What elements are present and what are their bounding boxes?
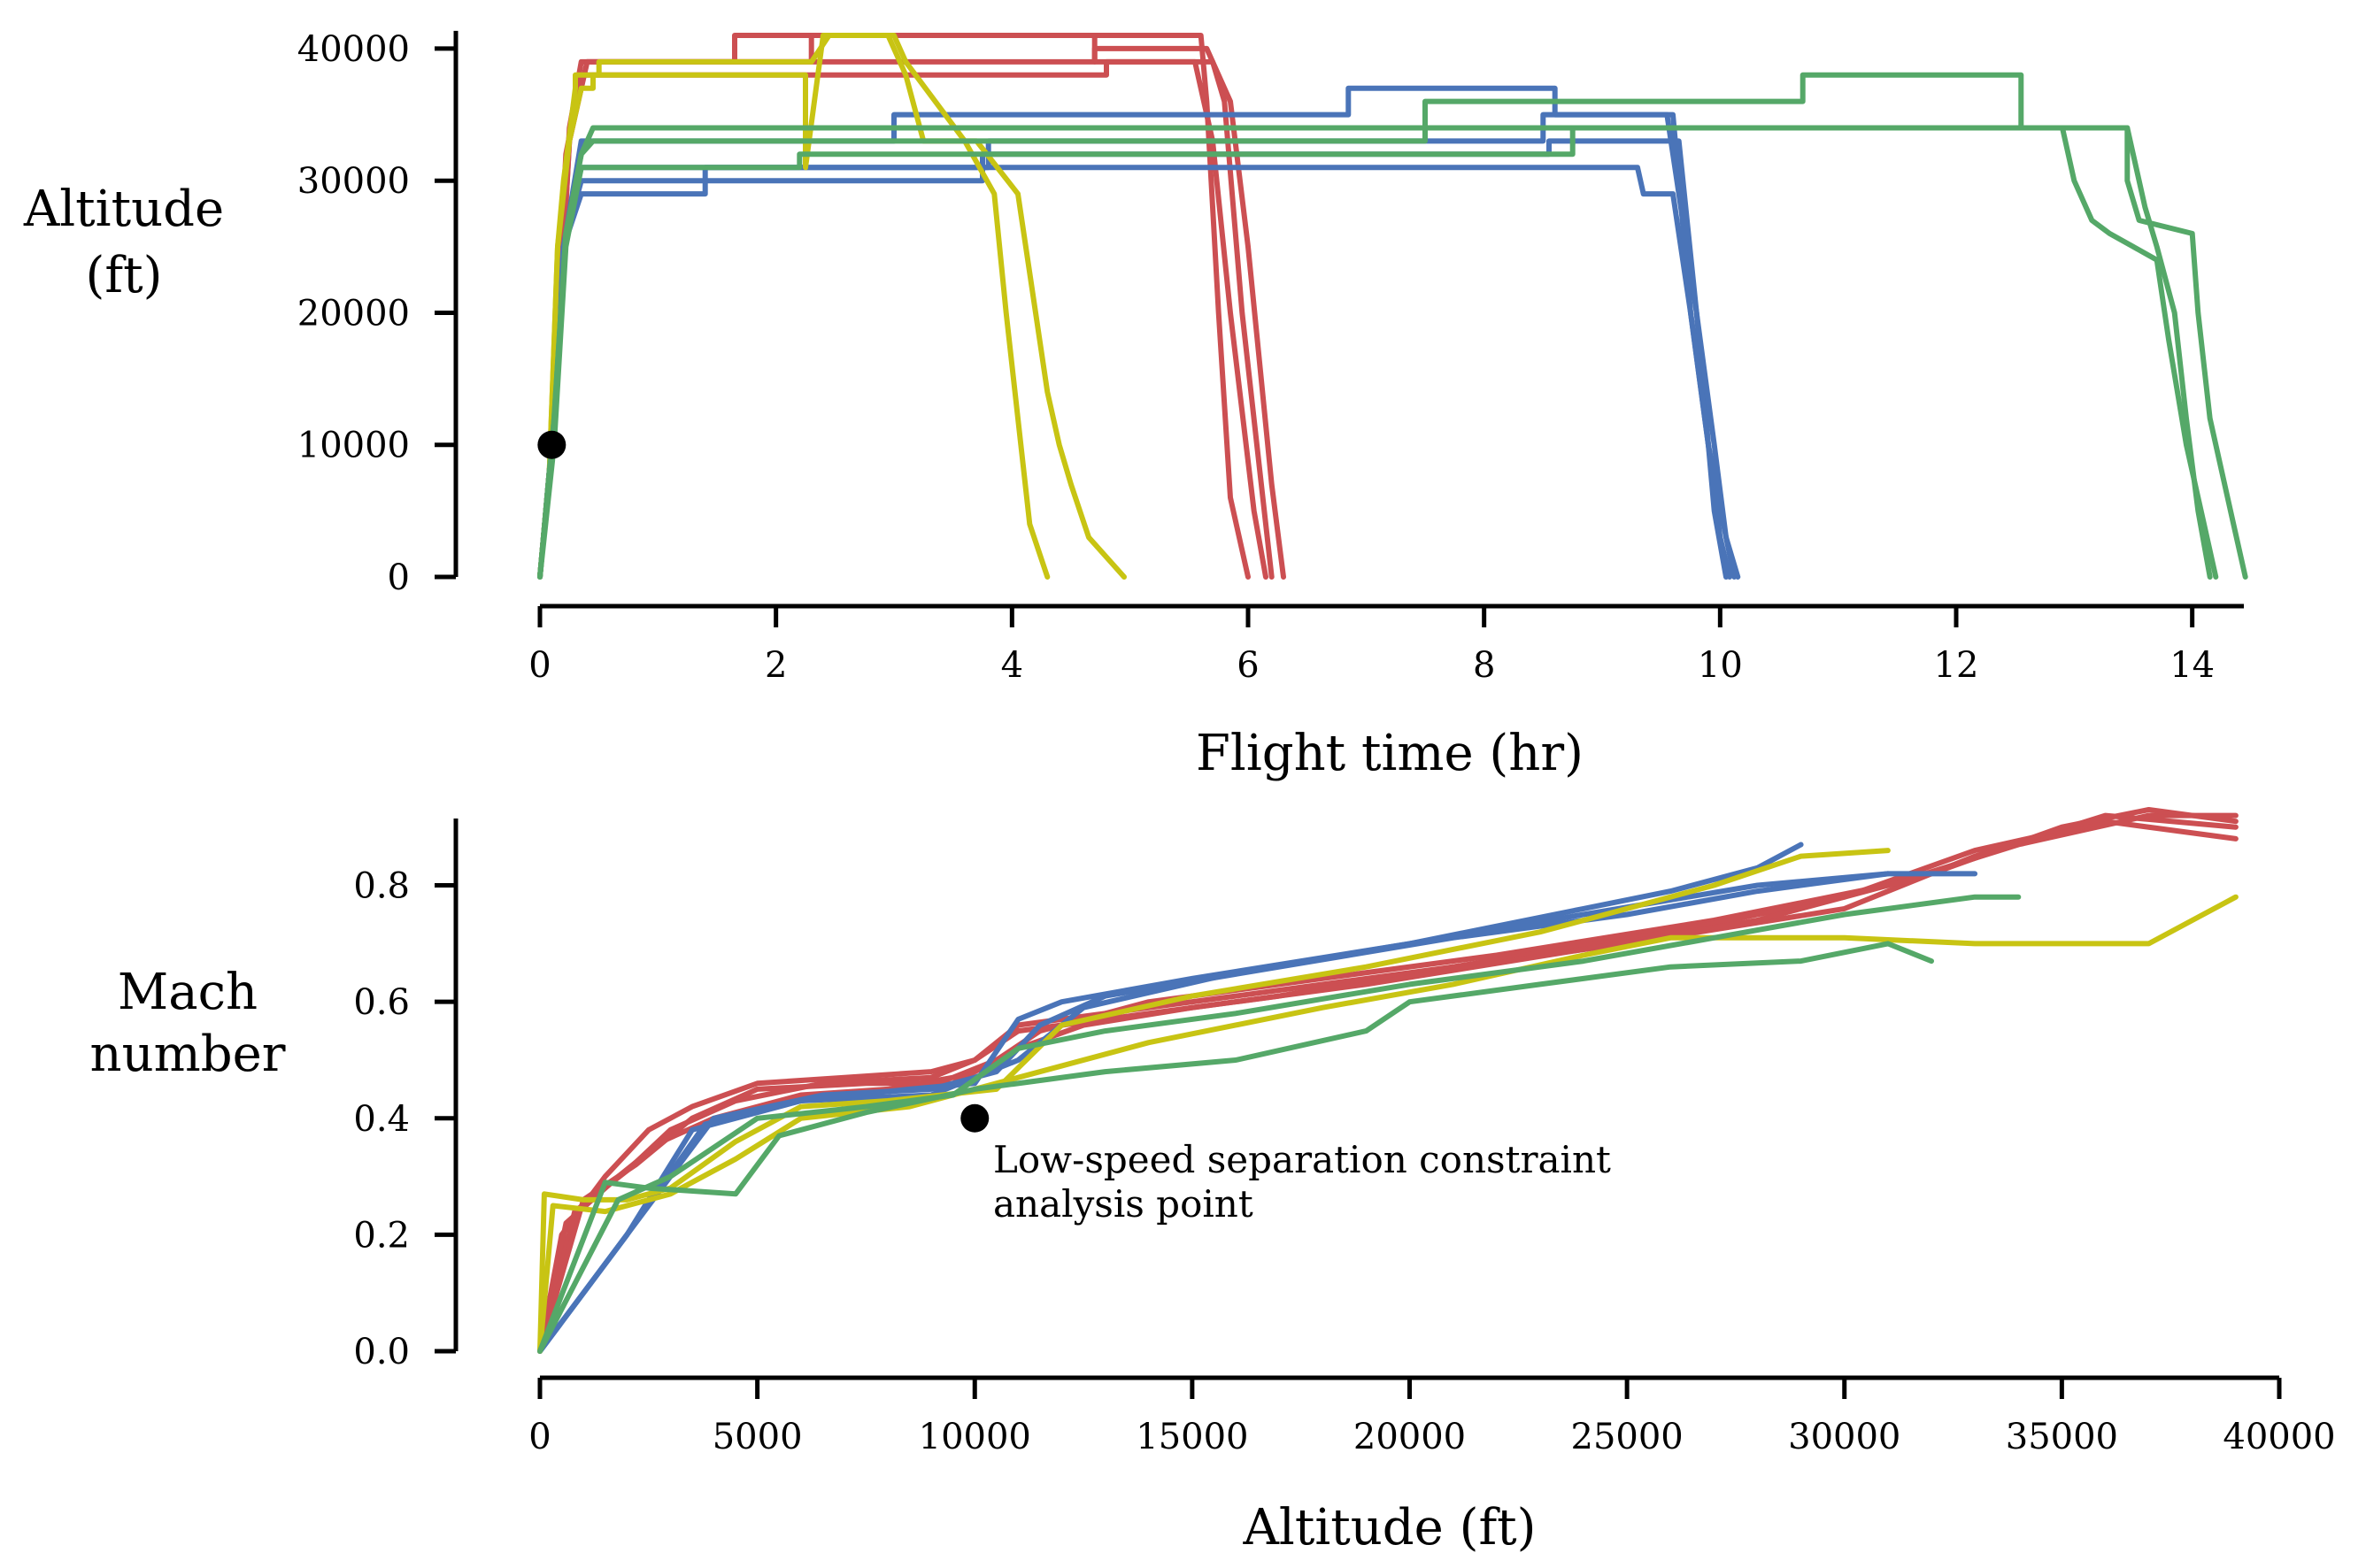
top-series-green-2 <box>537 125 2248 580</box>
annotation-line2: analysis point <box>993 1182 1253 1226</box>
bottom-series-blue-b <box>537 871 1891 1354</box>
bottom-ytick-label: 0.6 <box>353 982 410 1023</box>
top-xtick-label: 8 <box>1473 645 1495 686</box>
bottom-analysis-point-marker <box>960 1103 990 1133</box>
bottom-xtick-label: 5000 <box>713 1417 803 1457</box>
bottom-ylabel-line2: number <box>90 1026 286 1083</box>
bottom-ytick-label: 0.8 <box>353 866 410 907</box>
top-xtick-label: 2 <box>765 645 787 686</box>
bottom-ytick-label: 0.0 <box>353 1332 410 1372</box>
top-ytick-label: 40000 <box>297 29 410 70</box>
bottom-series-red-c <box>537 819 2239 1354</box>
bottom-ytick-label: 0.4 <box>353 1099 410 1140</box>
top-xtick-label: 10 <box>1698 645 1743 686</box>
top-series-yellow-2 <box>537 33 1127 580</box>
top-series-green-3 <box>537 125 2219 580</box>
top-ytick-label: 0 <box>388 557 410 598</box>
bottom-xtick-label: 10000 <box>919 1417 1031 1457</box>
top-ylabel-line2: (ft) <box>86 247 163 304</box>
bottom-xtick-label: 20000 <box>1353 1417 1466 1457</box>
top-analysis-point-marker <box>537 430 566 459</box>
top-series-blue-2 <box>537 165 1732 580</box>
mach-vs-altitude-chart: Mach number Altitude (ft) Low-speed sepa… <box>90 807 2336 1556</box>
top-ytick-label: 30000 <box>297 161 410 202</box>
bottom-series-blue-c <box>537 871 1978 1354</box>
top-ytick-label: 10000 <box>297 426 410 466</box>
bottom-ytick-label: 0.2 <box>353 1215 410 1256</box>
altitude-vs-time-chart: Altitude (ft) Flight time (hr) 0 10000 200… <box>23 29 2248 782</box>
bottom-ylabel-line1: Mach <box>118 964 258 1021</box>
top-series-blue-4 <box>537 138 1741 580</box>
top-xtick-label: 0 <box>528 645 551 686</box>
bottom-xtick-label: 35000 <box>2006 1417 2118 1457</box>
bottom-series-yellow-b <box>537 894 2239 1354</box>
bottom-series-blue-a <box>537 842 1804 1354</box>
top-series-green-1 <box>537 72 2213 580</box>
bottom-xtick-label: 25000 <box>1571 1417 1684 1457</box>
bottom-xtick-label: 0 <box>528 1417 551 1457</box>
bottom-xtick-label: 15000 <box>1136 1417 1248 1457</box>
bottom-xtick-label: 40000 <box>2223 1417 2335 1457</box>
top-series-blue-3 <box>537 111 1738 580</box>
top-ylabel-line1: Altitude <box>23 181 224 238</box>
top-series-blue-1 <box>537 85 1729 580</box>
bottom-series-green-a <box>537 941 1934 1354</box>
bottom-series-green-b <box>537 894 2022 1354</box>
top-xtick-label: 6 <box>1237 645 1259 686</box>
bottom-series-red-d <box>537 807 2239 1354</box>
top-xtick-label: 14 <box>2169 645 2215 686</box>
bottom-xlabel: Altitude (ft) <box>1242 1499 1536 1556</box>
top-xtick-label: 4 <box>1001 645 1023 686</box>
top-ytick-label: 20000 <box>297 293 410 334</box>
top-xtick-label: 12 <box>1934 645 1979 686</box>
top-xlabel: Flight time (hr) <box>1196 725 1584 782</box>
bottom-xtick-label: 30000 <box>1788 1417 1900 1457</box>
annotation-line1: Low-speed separation constraint <box>993 1138 1611 1181</box>
